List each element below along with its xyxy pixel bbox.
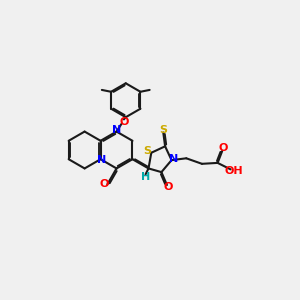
- Text: N: N: [112, 125, 121, 135]
- Text: H: H: [141, 172, 150, 182]
- Text: S: S: [159, 125, 167, 135]
- Text: O: O: [99, 179, 108, 190]
- Text: OH: OH: [224, 166, 243, 176]
- Text: S: S: [143, 146, 151, 156]
- Text: N: N: [169, 154, 178, 164]
- Text: O: O: [218, 143, 227, 153]
- Text: N: N: [98, 154, 107, 164]
- Text: O: O: [164, 182, 173, 192]
- Text: O: O: [119, 117, 129, 128]
